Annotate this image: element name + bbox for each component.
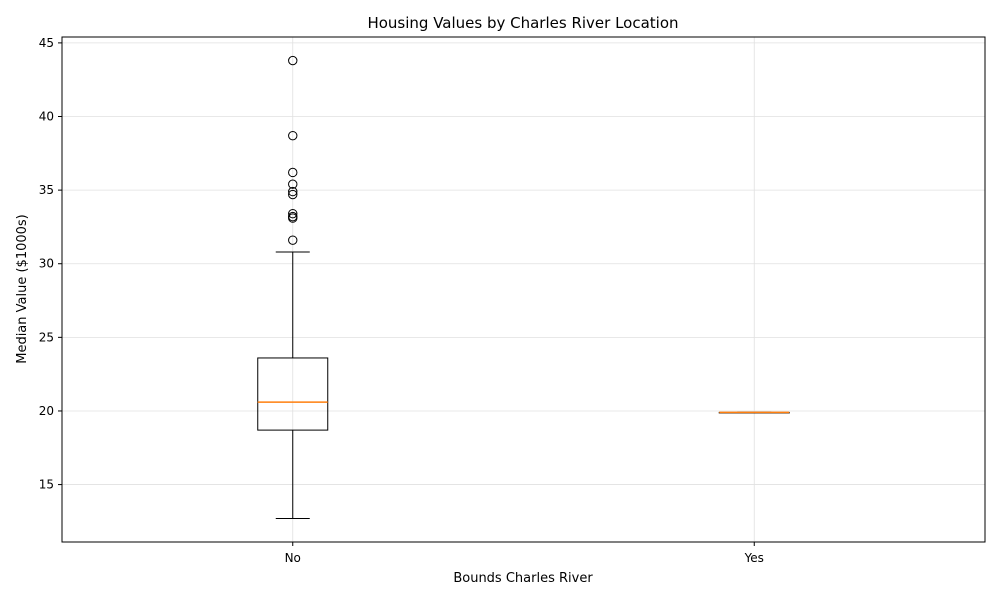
outlier-point bbox=[288, 211, 298, 222]
x-tick-label: No bbox=[285, 551, 301, 565]
outlier-point bbox=[288, 208, 298, 219]
x-axis-label: Bounds Charles River bbox=[453, 571, 593, 586]
box-group-yes bbox=[718, 411, 790, 414]
y-tick-label: 30 bbox=[39, 257, 54, 271]
box-elements bbox=[257, 55, 790, 519]
iqr-box bbox=[257, 357, 329, 431]
outlier-point bbox=[288, 189, 298, 200]
y-tick-label: 20 bbox=[39, 404, 54, 418]
outlier-point bbox=[288, 179, 298, 189]
grid-lines bbox=[62, 37, 985, 542]
outlier-point bbox=[288, 55, 298, 66]
outlier-point bbox=[288, 186, 298, 197]
chart-title: Housing Values by Charles River Location bbox=[367, 14, 678, 32]
y-tick-label: 45 bbox=[39, 36, 54, 50]
y-tick-label: 25 bbox=[39, 330, 54, 344]
outlier-point bbox=[288, 235, 298, 245]
y-tick-label: 35 bbox=[39, 183, 54, 197]
x-tick-label: Yes bbox=[744, 551, 764, 565]
y-tick-label: 40 bbox=[39, 110, 54, 124]
box-group-no bbox=[257, 55, 329, 519]
outlier-point bbox=[288, 167, 298, 178]
axis-ticks: 15 20 25 30 35 40 45 No Yes bbox=[39, 36, 764, 565]
y-axis-label: Median Value ($1000s) bbox=[15, 214, 30, 364]
y-tick-label: 15 bbox=[39, 478, 54, 492]
outlier-point bbox=[288, 130, 298, 141]
plot-frame bbox=[61, 36, 986, 543]
